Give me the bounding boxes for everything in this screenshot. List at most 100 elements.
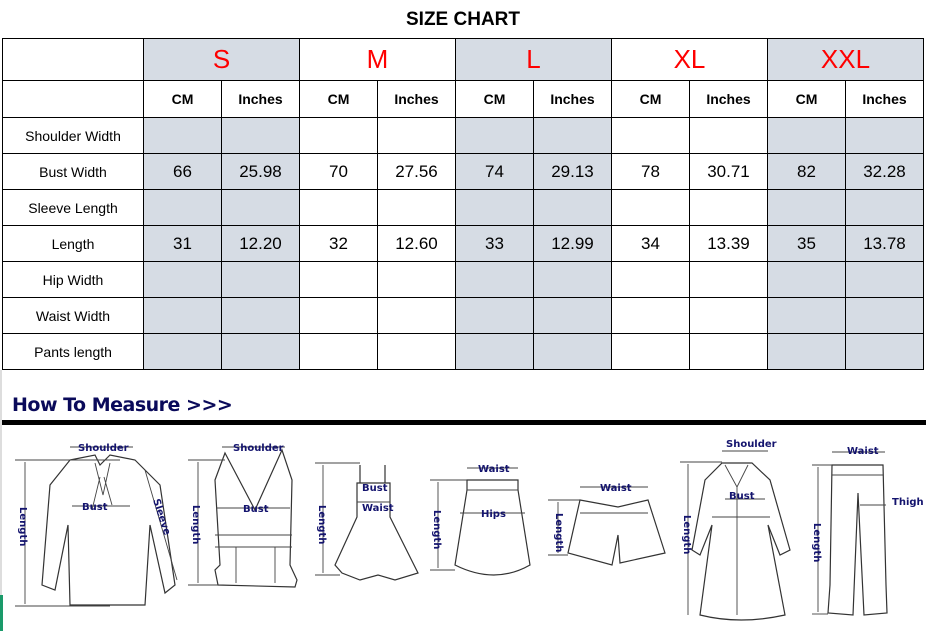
- value-cell: [767, 261, 846, 298]
- blouse-illustration: Shoulder Bust Length Sleeve: [15, 443, 178, 607]
- value-cell: [611, 189, 690, 226]
- value-cell: [143, 261, 222, 298]
- value-cell: 12.60: [377, 225, 456, 262]
- row-label: Waist Width: [2, 297, 144, 334]
- value-cell: 66: [143, 153, 222, 190]
- unit-header-cm: CM: [299, 80, 378, 118]
- value-cell: 27.56: [377, 153, 456, 190]
- value-cell: [689, 117, 768, 154]
- table-row: Sleeve Length: [2, 189, 924, 226]
- value-cell: 78: [611, 153, 690, 190]
- size-chart-table: S M L XL XXL CM Inches CM Inches CM Inches CM Inches…: [2, 38, 924, 370]
- shoulder-label: Shoulder: [78, 443, 129, 454]
- waist-label: Waist: [600, 483, 632, 494]
- length-label: Length: [431, 510, 442, 549]
- value-cell: [377, 333, 456, 370]
- size-chart-title: SIZE CHART: [406, 9, 520, 30]
- value-cell: [689, 189, 768, 226]
- value-cell: [533, 117, 612, 154]
- value-cell: 34: [611, 225, 690, 262]
- shoulder-label: Shoulder: [233, 443, 284, 454]
- value-cell: 30.71: [689, 153, 768, 190]
- value-cell: 12.20: [221, 225, 300, 262]
- size-header-m: M: [299, 38, 456, 81]
- bust-label: Bust: [82, 502, 108, 513]
- value-cell: [221, 189, 300, 226]
- tank-top-illustration: Shoulder Bust Length: [188, 443, 298, 588]
- value-cell: [845, 189, 924, 226]
- value-cell: [611, 261, 690, 298]
- left-edge-divider: [0, 370, 2, 631]
- size-header-row: S M L XL XXL: [2, 38, 924, 81]
- value-cell: [455, 333, 534, 370]
- value-cell: [611, 117, 690, 154]
- shoulder-label: Shoulder: [726, 439, 777, 450]
- value-cell: [767, 333, 846, 370]
- waist-label: Waist: [478, 464, 510, 475]
- shorts-illustration: Waist Length: [548, 483, 666, 566]
- bust-label: Bust: [243, 504, 269, 515]
- table-row: Length 31 12.20 32 12.60 33 12.99 34 13.39 35 13.7…: [2, 225, 924, 262]
- value-cell: 82: [767, 153, 846, 190]
- value-cell: [377, 261, 456, 298]
- table-row: Waist Width: [2, 297, 924, 334]
- unit-header-cm: CM: [767, 80, 846, 118]
- value-cell: [143, 189, 222, 226]
- skirt-illustration: Waist Hips Length: [430, 464, 531, 576]
- unit-header-inches: Inches: [533, 80, 612, 118]
- row-label: Length: [2, 225, 144, 262]
- value-cell: 74: [455, 153, 534, 190]
- value-cell: [689, 261, 768, 298]
- value-cell: [143, 117, 222, 154]
- value-cell: [299, 297, 378, 334]
- unit-header-inches: Inches: [845, 80, 924, 118]
- heading-rule: [2, 420, 926, 425]
- value-cell: [299, 189, 378, 226]
- pants-illustration: Waist Thigh Length: [811, 446, 924, 616]
- length-label: Length: [811, 523, 822, 562]
- bust-label: Bust: [729, 491, 755, 502]
- value-cell: 12.99: [533, 225, 612, 262]
- row-label: Sleeve Length: [2, 189, 144, 226]
- length-label: Length: [316, 505, 327, 544]
- value-cell: [377, 117, 456, 154]
- value-cell: [455, 261, 534, 298]
- value-cell: [611, 333, 690, 370]
- value-cell: [767, 297, 846, 334]
- length-label: Length: [553, 513, 564, 552]
- thigh-label: Thigh: [892, 497, 924, 508]
- table-row: Pants length: [2, 333, 924, 370]
- value-cell: [689, 333, 768, 370]
- value-cell: [221, 261, 300, 298]
- value-cell: [299, 261, 378, 298]
- coat-illustration: Shoulder Bust Length: [680, 439, 791, 621]
- value-cell: 13.78: [845, 225, 924, 262]
- table-row: Hip Width: [2, 261, 924, 298]
- value-cell: [611, 297, 690, 334]
- value-cell: [845, 117, 924, 154]
- table-row: Shoulder Width: [2, 117, 924, 154]
- value-cell: 32.28: [845, 153, 924, 190]
- value-cell: [221, 297, 300, 334]
- value-cell: [533, 297, 612, 334]
- size-header-s: S: [143, 38, 300, 81]
- value-cell: [767, 117, 846, 154]
- dress-illustration: Bust Waist Length: [315, 462, 419, 581]
- value-cell: [845, 333, 924, 370]
- waist-label: Waist: [362, 503, 394, 514]
- value-cell: [221, 117, 300, 154]
- unit-header-cm: CM: [143, 80, 222, 118]
- bust-label: Bust: [362, 483, 388, 494]
- unit-corner-cell: [2, 80, 144, 118]
- value-cell: [221, 333, 300, 370]
- value-cell: [143, 297, 222, 334]
- value-cell: [689, 297, 768, 334]
- length-label: Length: [681, 515, 692, 554]
- length-label: Length: [190, 505, 201, 544]
- green-edge-marker: [0, 595, 3, 631]
- size-header-l: L: [455, 38, 612, 81]
- value-cell: 29.13: [533, 153, 612, 190]
- unit-header-cm: CM: [611, 80, 690, 118]
- value-cell: 35: [767, 225, 846, 262]
- measurement-illustrations: Shoulder Bust Length Sleeve Shoulder Bus…: [15, 439, 924, 621]
